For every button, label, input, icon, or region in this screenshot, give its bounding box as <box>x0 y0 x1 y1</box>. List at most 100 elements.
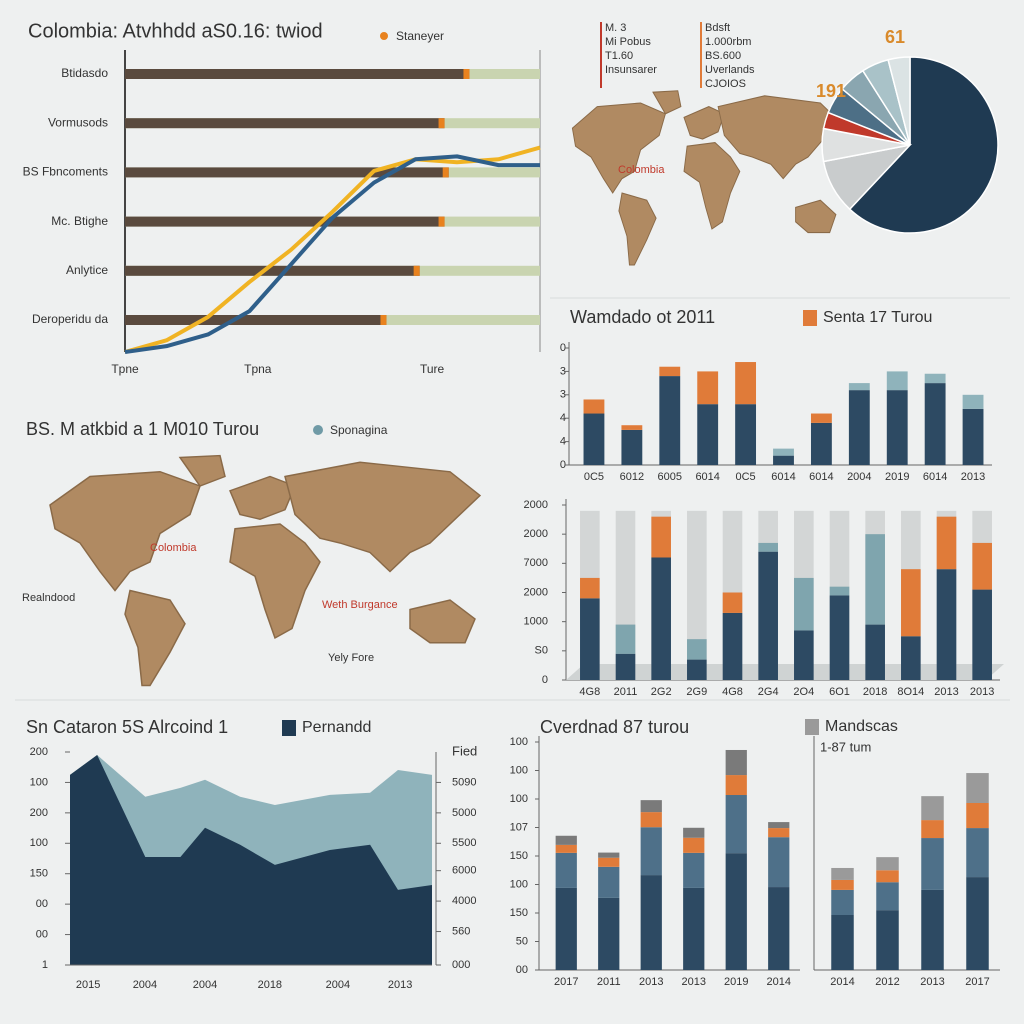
bar-segment <box>921 889 944 970</box>
bar-segment <box>555 852 577 888</box>
bar-segment <box>876 882 899 911</box>
x-tick-label: Tpne <box>111 362 139 376</box>
bar-segment <box>924 373 946 384</box>
note: Uverlands <box>705 64 755 76</box>
y2-tick-label: 4000 <box>452 895 476 907</box>
legend-label: Pernandd <box>302 719 371 736</box>
bar-segment <box>621 429 643 465</box>
pie-slice <box>848 56 999 234</box>
bar-segment <box>598 897 620 970</box>
y-tick-label: 100 <box>30 776 48 788</box>
bar-segment <box>773 455 794 465</box>
bar-cap <box>438 118 445 129</box>
bar-segment <box>972 589 992 680</box>
bar-segment <box>810 413 832 423</box>
chart-title: BS. M atkbid a 1 M010 Turou <box>26 419 259 439</box>
bar-cap <box>438 216 445 227</box>
x-tick-label: 6005 <box>658 471 682 483</box>
y-tick-label: 2000 <box>524 586 548 598</box>
bar-segment <box>722 592 743 613</box>
y2-tick-label: 000 <box>452 959 470 971</box>
x-tick-label: 2004 <box>133 979 157 991</box>
x-tick-label: 6014 <box>695 471 719 483</box>
x-tick-label: 2017 <box>965 976 989 988</box>
bar-segment <box>725 795 747 854</box>
bar <box>125 216 445 227</box>
y-tick-label: 107 <box>510 821 528 833</box>
y2-tick-label: 5500 <box>452 837 476 849</box>
x-tick-label: 2G4 <box>758 686 779 698</box>
map-label: Weth Burgance <box>322 599 398 611</box>
bar-segment <box>583 413 605 465</box>
legend-label: Sponagina <box>330 423 388 437</box>
y2-tick-label: 6000 <box>452 865 476 877</box>
category-label: Btidasdo <box>61 66 108 80</box>
bar-segment <box>831 914 854 970</box>
bar-segment <box>768 822 790 829</box>
chart-title: Wamdado ot 2011 <box>570 307 715 327</box>
bar-segment <box>640 812 662 828</box>
bar-segment <box>621 425 643 430</box>
x-tick-label: 2013 <box>920 976 944 988</box>
x-tick-label: 2O4 <box>793 686 814 698</box>
chart-subtitle: 1-87 tum <box>820 739 871 754</box>
category-label: Deroperidu da <box>32 312 108 326</box>
category-label: BS Fbncoments <box>23 165 108 179</box>
map-label: Colombia <box>618 164 665 176</box>
bar-cap <box>463 69 470 79</box>
y-tick-label: 1 <box>42 959 48 971</box>
bar-segment <box>687 659 707 680</box>
category-label: Anlytice <box>66 263 108 277</box>
bar-segment <box>876 870 899 883</box>
bar-segment <box>640 875 662 970</box>
bar-segment <box>921 796 944 821</box>
bar-cap <box>413 265 420 276</box>
chart-title: Cverdnad 87 turou <box>540 717 689 737</box>
note: Insunsarer <box>605 64 657 76</box>
bar-segment <box>555 887 577 970</box>
y-tick-label: 100 <box>30 837 48 849</box>
x-tick-label: 2013 <box>639 976 663 988</box>
x-tick-label: 8O14 <box>897 686 924 698</box>
x-tick-label: 2004 <box>193 979 217 991</box>
y-tick-label: 3 <box>560 389 566 401</box>
bar-segment <box>598 852 620 858</box>
bar <box>125 167 449 178</box>
y-tick-label: 200 <box>30 807 48 819</box>
bar-segment <box>831 867 854 880</box>
legend-dot <box>313 425 323 435</box>
x-tick-label: 2004 <box>847 471 871 483</box>
y2-tick-label: 5090 <box>452 776 476 788</box>
bar-segment <box>683 887 705 970</box>
bar-segment <box>831 889 854 915</box>
x-tick-label: 2013 <box>961 471 985 483</box>
bar-cap <box>442 167 449 178</box>
legend-label: Senta 17 Turou <box>823 309 932 326</box>
legend-label: Staneyer <box>396 29 444 43</box>
y-tick-label: 1000 <box>524 616 548 628</box>
bar-segment <box>768 828 790 838</box>
note: Bdsft <box>705 22 730 34</box>
note: BS.600 <box>705 50 741 62</box>
bar-segment <box>865 534 885 625</box>
y-tick-label: 00 <box>36 928 48 940</box>
x-tick-label: 2015 <box>76 979 100 991</box>
x-tick-label: 2013 <box>682 976 706 988</box>
bar-segment <box>640 827 662 876</box>
category-label: Vormusods <box>48 115 108 129</box>
x-tick-label: 2018 <box>258 979 282 991</box>
y-tick-label: 0 <box>542 674 548 686</box>
bar-cap <box>380 315 387 325</box>
x-tick-label: 6O1 <box>829 686 850 698</box>
bar <box>125 265 420 276</box>
x-tick-label: 2019 <box>885 471 909 483</box>
bar <box>125 69 470 79</box>
bar-segment <box>687 639 707 660</box>
y-tick-label: 100 <box>510 793 528 805</box>
bar-segment <box>697 404 719 465</box>
x-tick-label: Ture <box>420 362 445 376</box>
bar-segment <box>651 516 671 558</box>
bar-segment <box>683 852 705 888</box>
bar-segment <box>924 383 946 465</box>
